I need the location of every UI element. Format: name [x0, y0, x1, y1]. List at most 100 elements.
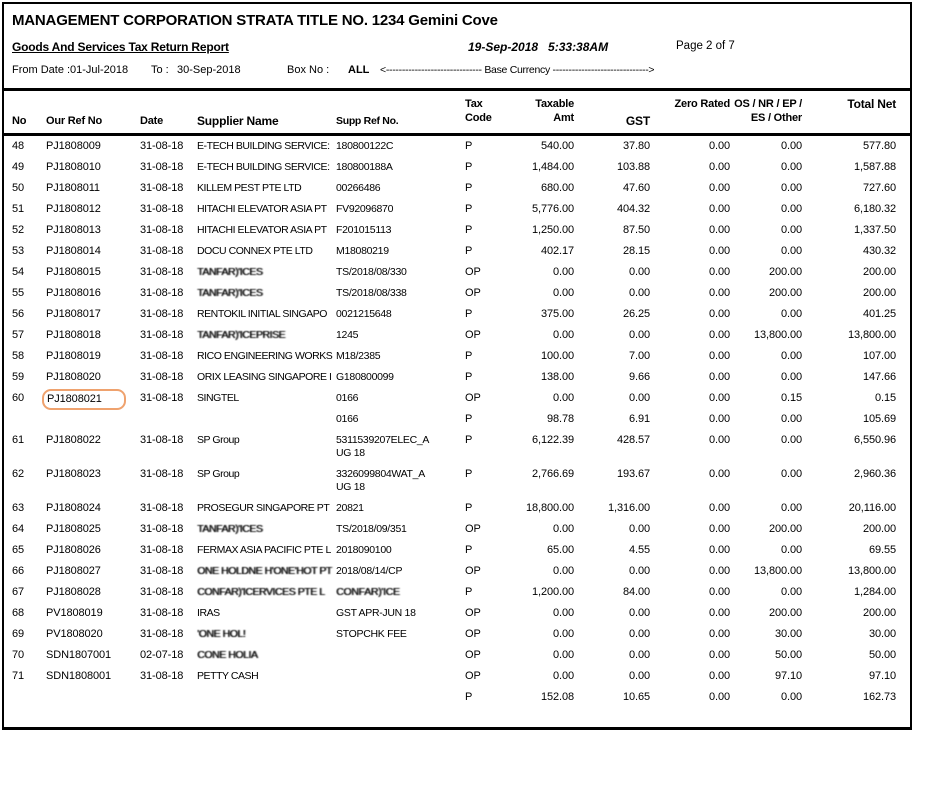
cell-os-other: 200.00 — [768, 607, 802, 619]
cell-os-other: 0.00 — [780, 434, 802, 446]
our-ref-value: PJ1808027 — [46, 565, 101, 577]
row-lines: F201015113 P 1,250.00 87.50 0.00 0.00 1,337.50 — [334, 224, 896, 237]
row-lines: 00266486 P 680.00 47.60 0.00 0.00 727.60 — [334, 182, 896, 195]
cell-total-net: 1,284.00 — [853, 586, 896, 598]
cell-date: 31-08-18 — [140, 182, 184, 194]
row-line: 180800188A P 1,484.00 103.88 0.00 0.00 1,587.8… — [334, 161, 896, 174]
cell-taxable-amt: 100.00 — [540, 350, 574, 362]
row-line: 3326099804WAT_A UG 18 P 2,766.69 193.67 0.00… — [334, 468, 896, 494]
cell-zero-rated: 0.00 — [708, 586, 730, 598]
cell-os-other: 50.00 — [774, 649, 802, 661]
cell-supp-ref: 0021215648 — [336, 308, 392, 320]
cell-our-ref: PJ1808009 — [36, 140, 136, 153]
table-row: 65 PJ1808026 31-08-18 FERMAX ASIA PACIFIC P… — [4, 540, 910, 561]
row-lines: STOPCHK FEE OP 0.00 0.00 0.00 30.00 30.00 — [334, 628, 896, 641]
cell-supplier: FERMAX ASIA PACIFIC PTE L — [197, 544, 331, 556]
cell-date: 31-08-18 — [140, 468, 184, 480]
cell-zero-rated: 0.00 — [708, 434, 730, 446]
cell-gst: 4.55 — [628, 544, 650, 556]
cell-supplier: ONE HOLDNE H'ONE'HOT PT — [197, 565, 332, 577]
cell-total-net: 20,116.00 — [848, 502, 896, 514]
cell-os-other: 30.00 — [774, 628, 802, 640]
cell-no: 71 — [12, 670, 25, 682]
cell-no: 55 — [12, 287, 25, 299]
row-line: M18080219 P 402.17 28.15 0.00 0.00 430.32 — [334, 245, 896, 258]
cell-no: 65 — [12, 544, 25, 556]
from-date-value: 01-Jul-2018 — [70, 64, 129, 76]
cell-supplier: RICO ENGINEERING WORKS — [197, 350, 333, 362]
cell-supp-ref — [334, 670, 458, 683]
row-lines: TS/2018/08/330 OP 0.00 0.00 0.00 200.00 200.00 — [334, 266, 896, 279]
cell-supplier: TANFAR)'ICES — [197, 287, 263, 299]
cell-tax-code: OP — [465, 392, 481, 404]
cell-supp-ref: 00266486 — [336, 182, 381, 194]
cell-taxable-amt: 0.00 — [552, 670, 574, 682]
cell-our-ref: PV1808020 — [36, 628, 136, 641]
cell-date: 31-08-18 — [140, 434, 184, 446]
cell-supp-ref: FV92096870 — [336, 203, 394, 215]
ref-highlight-box[interactable]: PJ1808021 — [42, 389, 126, 410]
cell-zero-rated: 0.00 — [708, 392, 730, 404]
cell-total-net: 30.00 — [868, 628, 896, 640]
cell-gst: 0.00 — [628, 329, 650, 341]
row-lines: 0166 OP 0.00 0.00 0.00 0.15 0.15 0166 P 98.78 6.91… — [334, 392, 896, 426]
cell-tax-code: OP — [465, 670, 481, 682]
cell-tax-code: P — [465, 224, 473, 236]
cell-no: 67 — [12, 586, 25, 598]
cell-zero-rated: 0.00 — [708, 502, 730, 514]
cell-taxable-amt: 1,250.00 — [531, 224, 574, 236]
cell-tax-code: P — [465, 413, 473, 425]
cell-our-ref: SDN1808001 — [36, 670, 136, 683]
cell-os-other: 97.10 — [774, 670, 802, 682]
our-ref-value: PJ1808023 — [46, 468, 101, 480]
cell-supplier: TANFAR)'ICES — [197, 266, 263, 278]
cell-os-other: 0.00 — [780, 224, 802, 236]
cell-taxable-amt: 0.00 — [552, 607, 574, 619]
cell-our-ref: PJ1808024 — [36, 502, 136, 515]
our-ref-value: PV1808019 — [46, 607, 103, 619]
cell-our-ref: PJ1808027 — [36, 565, 136, 578]
cell-total-net: 200.00 — [862, 523, 896, 535]
cell-no: 48 — [12, 140, 25, 152]
cell-date: 31-08-18 — [140, 245, 184, 257]
our-ref-value: PJ1808012 — [46, 203, 101, 215]
cell-supp-ref: 5311539207ELEC_A UG 18 — [336, 434, 430, 459]
cell-zero-rated: 0.00 — [708, 329, 730, 341]
cell-tax-code: OP — [465, 628, 481, 640]
cell-our-ref: PJ1808022 — [36, 434, 136, 447]
row-line: 0166 OP 0.00 0.00 0.00 0.15 0.15 — [334, 392, 896, 405]
cell-tax-code: P — [465, 468, 473, 480]
table-row: 71 SDN1808001 31-08-18 PETTY CASH OP 0.00 0.00… — [4, 666, 910, 687]
row-lines: P 152.08 10.65 0.00 0.00 162.73 — [334, 691, 896, 704]
cell-date: 31-08-18 — [140, 502, 184, 514]
cell-our-ref: PJ1808028 — [36, 586, 136, 599]
cell-total-net: 13,800.00 — [847, 565, 896, 577]
row-line: 1245 OP 0.00 0.00 0.00 13,800.00 13,800.00 — [334, 329, 896, 342]
column-header-our-ref: Our Ref No — [46, 115, 103, 127]
cell-total-net: 401.25 — [862, 308, 896, 320]
cell-date: 02-07-18 — [140, 649, 184, 661]
cell-gst: 0.00 — [628, 287, 650, 299]
cell-zero-rated: 0.00 — [708, 371, 730, 383]
row-lines: FV92096870 P 5,776.00 404.32 0.00 0.00 6,180.3… — [334, 203, 896, 216]
report-name: Goods And Services Tax Return Report — [12, 40, 229, 54]
cell-zero-rated: 0.00 — [708, 607, 730, 619]
cell-date: 31-08-18 — [140, 607, 184, 619]
cell-taxable-amt: 0.00 — [552, 287, 574, 299]
cell-date: 31-08-18 — [140, 287, 184, 299]
cell-supp-ref: 0166 — [336, 413, 359, 425]
table-row: 68 PV1808019 31-08-18 IRAS GST APR-JUN 18 OP 0… — [4, 603, 910, 624]
cell-taxable-amt: 0.00 — [552, 628, 574, 640]
cell-our-ref: PJ1808016 — [36, 287, 136, 300]
cell-no: 69 — [12, 628, 25, 640]
table-header: No Our Ref No Date Supplier Name Supp Re… — [4, 88, 910, 136]
cell-supplier: SP Group — [197, 468, 240, 480]
cell-date: 31-08-18 — [140, 329, 184, 341]
cell-date: 31-08-18 — [140, 371, 184, 383]
cell-taxable-amt: 0.00 — [552, 329, 574, 341]
cell-supp-ref: G180800099 — [336, 371, 394, 383]
cell-gst: 103.88 — [616, 161, 650, 173]
cell-gst: 28.15 — [622, 245, 650, 257]
cell-our-ref: PJ1808019 — [36, 350, 136, 363]
